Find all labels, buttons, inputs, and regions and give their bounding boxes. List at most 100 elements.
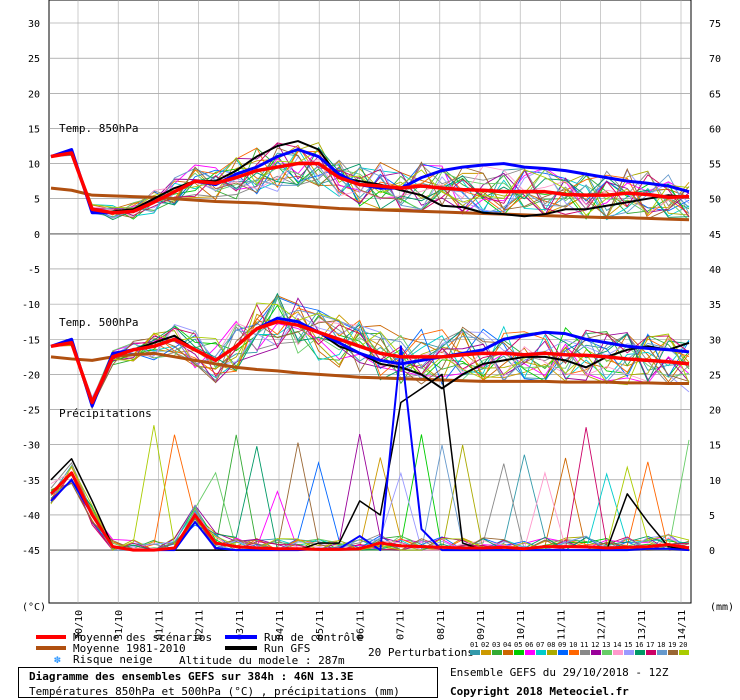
perturbation-swatch (525, 650, 535, 655)
perturbation-swatch (602, 650, 612, 655)
right-tick-label: 25 (709, 370, 721, 381)
perturbation-swatch (503, 650, 513, 655)
perturbation-swatch (613, 650, 623, 655)
legend-gfs: Run GFS (264, 642, 310, 655)
date-tick-label: 10/11 (516, 610, 527, 640)
perturbation-swatch (668, 650, 678, 655)
plot-frame (48, 0, 692, 604)
date-tick-label: 03/11 (235, 610, 246, 640)
date-tick-label: 02/11 (195, 610, 206, 640)
date-tick-label: 04/11 (275, 610, 286, 640)
snowflake-icon: ✽ (54, 653, 61, 666)
legend-snow: Risque neige (73, 653, 152, 666)
mean-t500-line (50, 319, 690, 405)
date-tick-label: 12/11 (597, 610, 608, 640)
perturbation-swatch (558, 650, 568, 655)
left-tick-label: -35 (22, 476, 40, 487)
date-tick-label: 08/11 (436, 610, 447, 640)
right-tick-label: 45 (709, 230, 721, 241)
perturbation-id-label: 04 (503, 641, 511, 649)
clim-t500-line (50, 351, 689, 386)
perturbation-id-label: 03 (492, 641, 500, 649)
perturbation-t850-line (50, 151, 690, 218)
perturbation-t500-line (50, 303, 690, 409)
right-tick-label: 70 (709, 54, 721, 65)
date-tick-label: 31/10 (114, 610, 125, 640)
right-tick-label: 50 (709, 195, 721, 206)
perturbation-t850-line (50, 147, 690, 221)
date-tick-label: 14/11 (677, 610, 688, 640)
right-tick-label: 15 (709, 441, 721, 452)
right-tick-label: 10 (709, 476, 721, 487)
left-tick-label: 5 (34, 195, 40, 206)
perturbation-swatches: 01 02 03 04 05 06 07 08 09 10 11 12 13 14 15 16 17 18 19 20 (470, 641, 689, 655)
perturbation-id-label: 14 (613, 641, 621, 649)
perturbation-id-label: 05 (514, 641, 522, 649)
perturbation-swatch (657, 650, 667, 655)
perturbation-t500-line (50, 302, 690, 406)
legend-control: Run de contrôle (264, 631, 363, 644)
perturbation-swatch (580, 650, 590, 655)
perturbation-id-label: 13 (602, 641, 610, 649)
left-tick-label: 25 (28, 54, 40, 65)
perturbation-id-label: 20 (679, 641, 687, 649)
run-info: Ensemble GEFS du 29/10/2018 - 12Z (450, 666, 669, 679)
perturbation-id-label: 15 (624, 641, 632, 649)
perturbation-t850-line (50, 150, 690, 218)
perturbation-id-label: 02 (481, 641, 489, 649)
left-tick-label: -5 (28, 265, 40, 276)
perturbation-swatch (679, 650, 689, 655)
mean-precip-line (49, 471, 690, 552)
left-tick-label: -40 (22, 511, 40, 522)
date-tick-label: 09/11 (476, 610, 487, 640)
perturbation-id-label: 18 (657, 641, 665, 649)
footer-title: Diagramme des ensembles GEFS sur 384h : … (29, 670, 354, 683)
perturbation-id-label: 12 (591, 641, 599, 649)
date-tick-label: 05/11 (315, 610, 326, 640)
date-tick-label: 11/11 (556, 610, 567, 640)
footer-box: Diagramme des ensembles GEFS sur 384h : … (18, 667, 438, 698)
copyright: Copyright 2018 Meteociel.fr (450, 685, 629, 698)
perturbation-swatch (569, 650, 579, 655)
right-tick-label: 30 (709, 335, 721, 346)
date-tick-label: 06/11 (355, 610, 366, 640)
left-tick-label: 0 (34, 230, 40, 241)
left-tick-label: 20 (28, 89, 40, 100)
right-tick-label: 75 (709, 19, 721, 30)
label-precip: Précipitations (59, 407, 152, 420)
perturbation-swatch (635, 650, 645, 655)
left-tick-label: -45 (22, 546, 40, 557)
date-tick-label: 07/11 (396, 610, 407, 640)
perturbation-t500-line (50, 313, 690, 399)
perturbation-swatch (492, 650, 502, 655)
perturbation-id-label: 10 (569, 641, 577, 649)
gfs-t500-line (50, 317, 690, 408)
perturbation-swatch (481, 650, 491, 655)
label-t500: Temp. 500hPa (59, 316, 138, 329)
right-tick-label: 65 (709, 89, 721, 100)
main-lines (49, 140, 690, 552)
left-tick-label: -20 (22, 370, 40, 381)
perturbation-swatch (536, 650, 546, 655)
right-tick-label: 0 (709, 546, 715, 557)
left-tick-label: 30 (28, 19, 40, 30)
perturbations-label: 20 Perturbations (368, 646, 474, 659)
right-tick-label: 60 (709, 124, 721, 135)
perturbation-swatch (646, 650, 656, 655)
legend: Moyenne des scénarios Moyenne 1981-2010 … (36, 631, 689, 667)
perturbation-id-label: 08 (547, 641, 555, 649)
date-tick-label: 30/10 (74, 610, 85, 640)
perturbation-id-label: 01 (470, 641, 478, 649)
perturbation-swatch (470, 650, 480, 655)
right-unit: (mm) (710, 602, 734, 613)
footer-subtitle: Températures 850hPa et 500hPa (°C) , pré… (29, 685, 400, 698)
perturbation-swatch (514, 650, 524, 655)
perturbation-id-label: 11 (580, 641, 588, 649)
left-tick-label: -30 (22, 441, 40, 452)
perturbation-t850-line (50, 153, 690, 218)
perturbation-t500-line (50, 319, 690, 408)
perturbation-id-label: 16 (635, 641, 643, 649)
perturbation-id-label: 19 (668, 641, 676, 649)
right-tick-label: 5 (709, 511, 715, 522)
